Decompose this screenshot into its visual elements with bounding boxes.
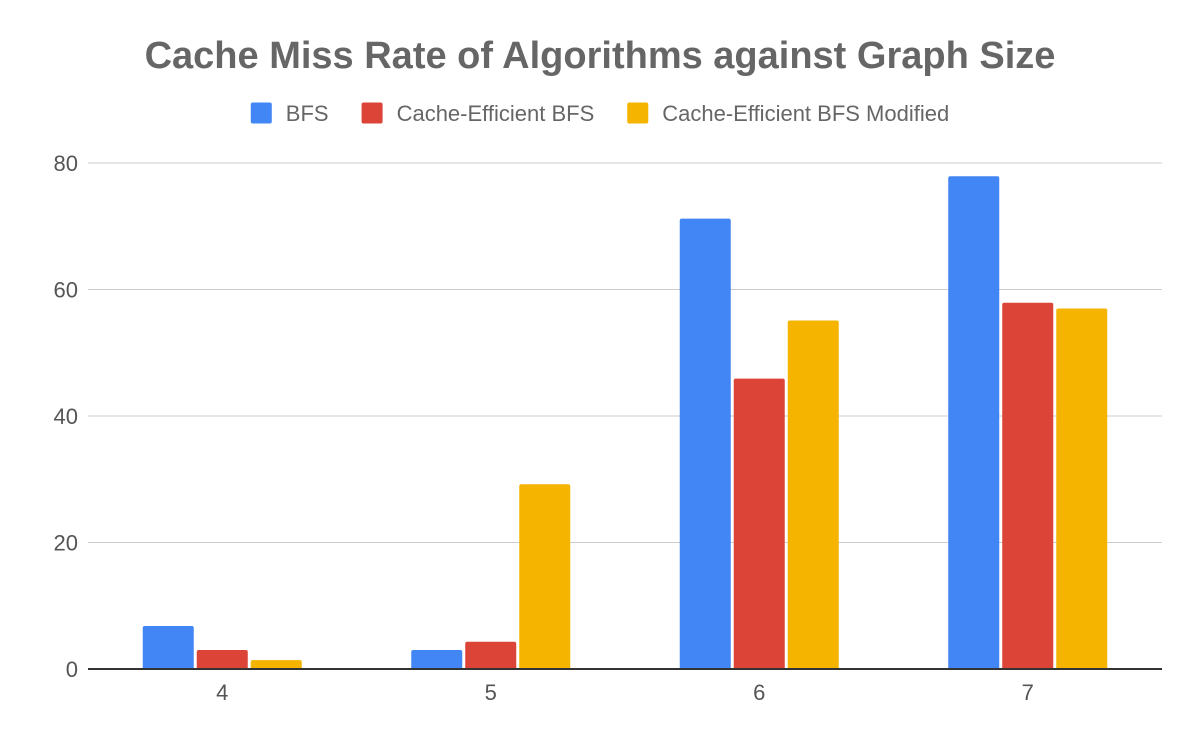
bar-cache-efficient-bfs-7 bbox=[1002, 302, 1054, 669]
bar-cache-efficient-bfs-modified-4 bbox=[250, 660, 302, 669]
x-tick-label: 4 bbox=[216, 680, 228, 705]
legend-swatch bbox=[627, 102, 649, 124]
y-tick-label: 20 bbox=[54, 531, 78, 556]
x-tick-label: 6 bbox=[753, 680, 765, 705]
bar-bfs-7 bbox=[948, 176, 1000, 669]
y-tick-label: 0 bbox=[66, 657, 78, 682]
gridlines bbox=[88, 162, 1162, 543]
bar-cache-efficient-bfs-4 bbox=[196, 650, 248, 669]
legend-label: BFS bbox=[286, 101, 329, 126]
y-axis-ticks: 0 20 40 60 80 bbox=[54, 151, 78, 682]
legend: BFS Cache-Efficient BFS Cache-Efficient BF… bbox=[250, 101, 949, 126]
legend-swatch bbox=[250, 102, 272, 124]
bar-cache-efficient-bfs-modified-5 bbox=[519, 484, 571, 669]
bar-cache-efficient-bfs-modified-7 bbox=[1056, 308, 1108, 669]
x-tick-label: 7 bbox=[1022, 680, 1034, 705]
y-tick-label: 40 bbox=[54, 404, 78, 429]
x-tick-label: 5 bbox=[485, 680, 497, 705]
x-axis-ticks: 4 5 6 7 bbox=[216, 680, 1034, 705]
bar-cache-efficient-bfs-5 bbox=[465, 641, 517, 669]
y-tick-label: 60 bbox=[54, 278, 78, 303]
bars bbox=[142, 176, 1108, 669]
legend-label: Cache-Efficient BFS bbox=[397, 101, 595, 126]
bar-bfs-4 bbox=[142, 625, 194, 669]
bar-cache-efficient-bfs-6 bbox=[733, 378, 785, 669]
legend-swatch bbox=[361, 102, 383, 124]
chart-title: Cache Miss Rate of Algorithms against Gr… bbox=[145, 35, 1056, 77]
legend-label: Cache-Efficient BFS Modified bbox=[662, 101, 949, 126]
y-tick-label: 80 bbox=[54, 151, 78, 176]
bar-bfs-6 bbox=[679, 218, 731, 669]
bar-bfs-5 bbox=[411, 650, 463, 669]
bar-cache-efficient-bfs-modified-6 bbox=[787, 320, 839, 669]
